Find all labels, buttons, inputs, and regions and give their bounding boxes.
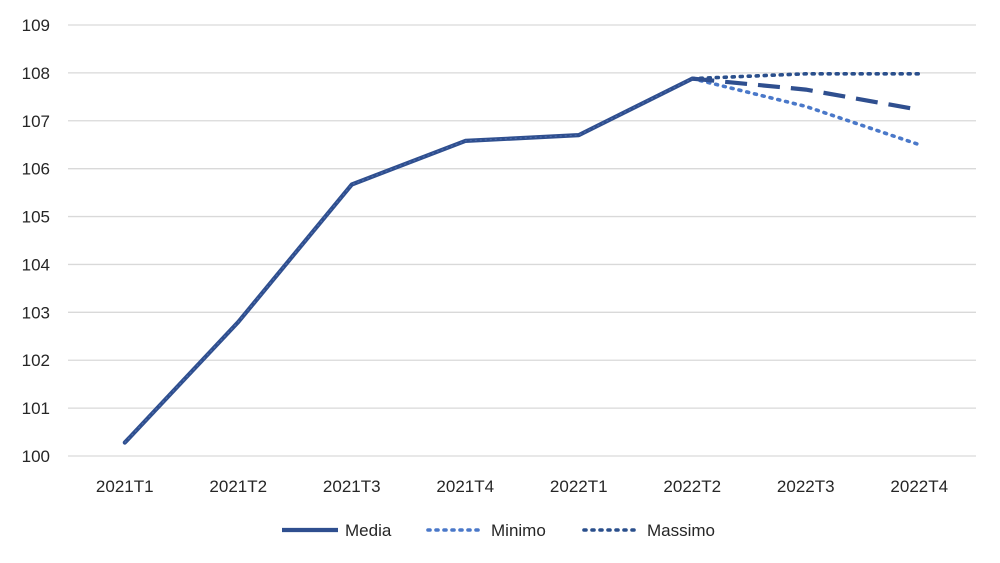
legend-item-massimo: Massimo <box>582 521 715 540</box>
series-line-massimo-forecast <box>690 72 922 81</box>
legend-label: Massimo <box>647 521 715 540</box>
y-tick-label: 106 <box>22 160 50 179</box>
y-tick-label: 104 <box>22 255 50 274</box>
y-tick-label: 105 <box>22 208 50 227</box>
legend: Media Minimo Massimo <box>282 521 715 540</box>
y-tick-label: 103 <box>22 303 50 322</box>
x-tick-label: 2021T4 <box>436 477 494 496</box>
x-tick-label: 2021T2 <box>209 477 267 496</box>
x-tick-label: 2021T3 <box>323 477 381 496</box>
y-tick-label: 108 <box>22 64 50 83</box>
y-tick-label: 102 <box>22 351 50 370</box>
y-tick-label: 107 <box>22 112 50 131</box>
x-tick-label: 2022T4 <box>890 477 948 496</box>
x-tick-label: 2022T2 <box>663 477 721 496</box>
y-tick-label: 100 <box>22 447 50 466</box>
legend-item-media: Media <box>282 521 392 540</box>
series-line-minimo-forecast <box>690 76 922 147</box>
x-tick-label: 2022T3 <box>777 477 835 496</box>
y-axis-ticks: 100 101 102 103 104 105 106 107 108 109 <box>22 16 50 466</box>
series-line-media-history <box>122 76 695 445</box>
y-tick-label: 109 <box>22 16 50 35</box>
series-lines <box>122 72 922 445</box>
y-tick-label: 101 <box>22 399 50 418</box>
x-tick-label: 2021T1 <box>96 477 154 496</box>
series-line-overlap-history <box>124 78 693 444</box>
series-line-media-forecast <box>692 76 920 112</box>
legend-item-minimo: Minimo <box>426 521 546 540</box>
grid <box>68 24 976 457</box>
legend-label: Media <box>345 521 392 540</box>
x-axis-ticks: 2021T1 2021T2 2021T3 2021T4 2022T1 2022T2 2022… <box>96 477 948 496</box>
legend-label: Minimo <box>491 521 546 540</box>
x-tick-label: 2022T1 <box>550 477 608 496</box>
